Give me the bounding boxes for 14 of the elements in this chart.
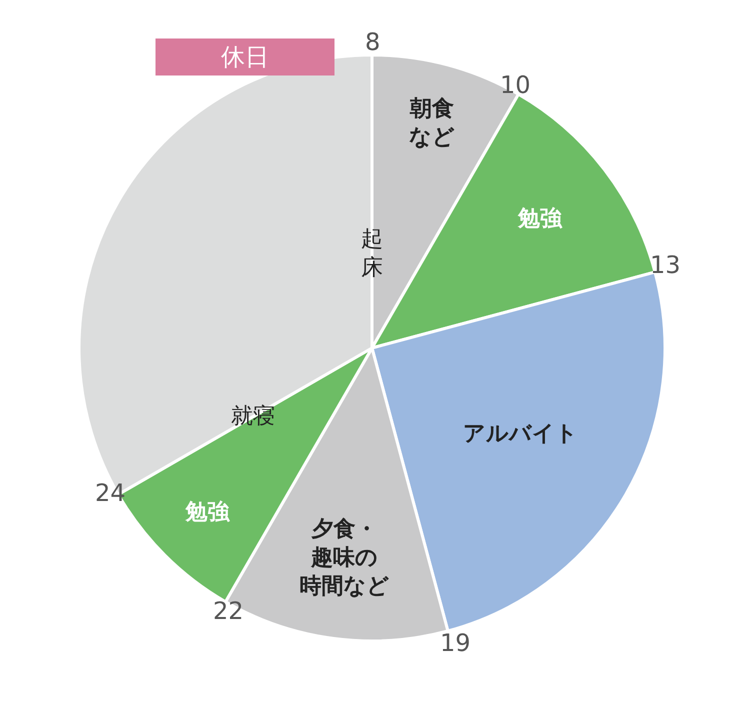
slice-label: 夕食・趣味の時間など: [299, 517, 390, 600]
text: 10: [500, 71, 531, 99]
slice-label: 勉強: [184, 500, 230, 526]
chart-title: 休日: [221, 43, 269, 71]
slice-label: 朝食など: [409, 96, 456, 150]
text: 13: [650, 251, 681, 279]
text: 起床: [361, 227, 383, 281]
text: 24: [95, 479, 126, 507]
text: 8: [365, 28, 380, 56]
text: 22: [213, 597, 244, 625]
text: 19: [440, 629, 471, 657]
slice-label: アルバイト: [463, 421, 578, 446]
text: 就寝: [231, 404, 275, 429]
slice-label: 勉強: [517, 206, 564, 232]
